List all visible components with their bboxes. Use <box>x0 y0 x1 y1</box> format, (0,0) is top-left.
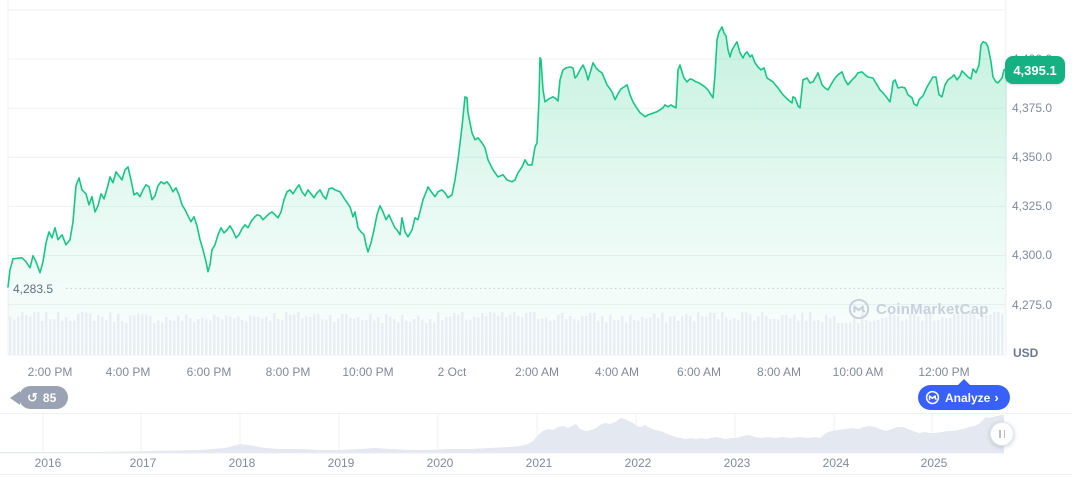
tooltip-notch <box>957 379 970 385</box>
timeline-year-label: 2023 <box>723 456 751 470</box>
timeline-year-label: 2017 <box>129 456 157 470</box>
price-axis-label: 4,375.0 <box>1012 101 1053 115</box>
timeline-area <box>0 415 1004 453</box>
day-low-label: 4,283.5 <box>13 282 54 296</box>
time-axis-label: 8:00 PM <box>265 365 311 379</box>
badge-tail <box>10 390 20 405</box>
price-line <box>7 26 1008 288</box>
price-chart[interactable] <box>0 0 1072 356</box>
time-axis-label: 4:00 AM <box>594 365 640 379</box>
chevron-right-icon: › <box>994 390 999 405</box>
timeline-year-label: 2024 <box>822 456 850 470</box>
time-axis-label: 2:00 AM <box>514 365 560 379</box>
timeline-year-label: 2018 <box>228 456 256 470</box>
timeline-scrubber-handle[interactable] <box>990 422 1014 446</box>
volume-bars <box>9 312 1004 355</box>
price-axis-label: 4,325.0 <box>1012 199 1053 213</box>
price-area-fill <box>8 26 1007 356</box>
scrubber-grip <box>999 430 1001 438</box>
currency-unit-label: USD <box>1013 346 1039 360</box>
time-axis-label: 8:00 AM <box>756 365 802 379</box>
time-axis-label: 10:00 AM <box>832 365 884 379</box>
time-axis-label: 6:00 PM <box>186 365 232 379</box>
timeline-year-label: 2016 <box>34 456 62 470</box>
coinmarketcap-logo-icon <box>848 298 870 320</box>
history-count: 85 <box>42 390 57 405</box>
timeline-bottom-border <box>0 474 1072 475</box>
scrubber-grip <box>1003 430 1005 438</box>
price-axis-label: 4,300.0 <box>1012 248 1053 262</box>
timeline-top-border <box>0 413 1072 414</box>
timeline-year-label: 2021 <box>525 456 553 470</box>
time-axis-label: 2:00 PM <box>27 365 73 379</box>
time-axis-label: 10:00 PM <box>342 365 394 379</box>
history-clock-icon: ↺ <box>27 390 38 405</box>
price-axis-label: 4,350.0 <box>1012 150 1053 164</box>
price-axis-label: 4,275.0 <box>1012 298 1053 312</box>
current-price-badge: 4,395.1 <box>1005 56 1065 84</box>
watermark: CoinMarketCap <box>848 298 989 320</box>
time-axis-label: 4:00 PM <box>105 365 151 379</box>
analyze-button-label: Analyze <box>945 390 991 405</box>
time-axis-label: 6:00 AM <box>676 365 722 379</box>
timeline-year-label: 2025 <box>920 456 948 470</box>
time-axis-label: 12:00 PM <box>918 365 970 379</box>
timeline-year-label: 2019 <box>327 456 355 470</box>
timeline-year-label: 2022 <box>624 456 652 470</box>
time-axis-label: 2 Oct <box>437 365 467 379</box>
history-annotations-badge[interactable]: ↺ 85 <box>10 386 69 409</box>
watermark-text: CoinMarketCap <box>876 300 989 318</box>
analyze-button[interactable]: Analyze › <box>918 379 1010 410</box>
timeline-year-label: 2020 <box>426 456 454 470</box>
timeline-brush[interactable] <box>0 413 1072 454</box>
coinmarketcap-logo-icon-small <box>925 390 940 405</box>
